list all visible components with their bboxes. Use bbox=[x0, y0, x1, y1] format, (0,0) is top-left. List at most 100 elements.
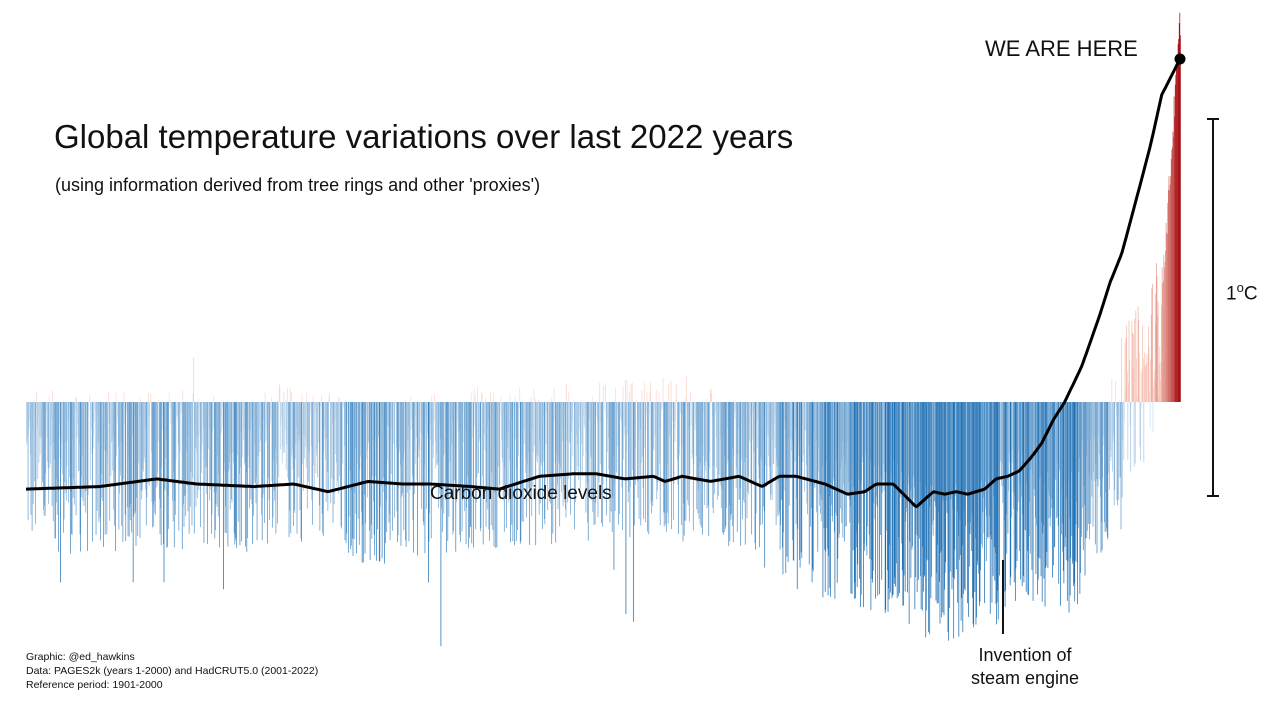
temperature-bar bbox=[289, 389, 291, 402]
temperature-bar bbox=[437, 402, 438, 466]
temperature-bar bbox=[554, 402, 556, 463]
temperature-bar bbox=[1014, 402, 1016, 496]
temperature-bar bbox=[811, 402, 813, 583]
temperature-bar bbox=[732, 402, 734, 543]
temperature-bar bbox=[1074, 402, 1076, 602]
temperature-bar bbox=[221, 402, 223, 434]
temperature-bar bbox=[912, 402, 913, 546]
temperature-bar bbox=[720, 402, 722, 508]
temperature-bar bbox=[336, 402, 338, 487]
temperature-bar bbox=[790, 402, 792, 480]
temperature-bar bbox=[714, 402, 715, 494]
temperature-bar bbox=[501, 402, 502, 441]
temperature-bar bbox=[235, 402, 237, 541]
temperature-bar bbox=[498, 402, 499, 467]
temperature-bar bbox=[1092, 402, 1094, 527]
temperature-bar bbox=[308, 402, 309, 482]
temperature-bar bbox=[486, 402, 488, 426]
temperature-bar bbox=[864, 402, 866, 492]
temperature-bar bbox=[385, 402, 386, 544]
temperature-bar bbox=[983, 402, 984, 498]
temperature-bar bbox=[957, 402, 959, 603]
temperature-bar bbox=[265, 402, 266, 443]
temperature-bar bbox=[380, 402, 381, 507]
temperature-bar bbox=[809, 402, 811, 455]
temperature-bar bbox=[651, 402, 653, 501]
temperature-bar bbox=[184, 402, 185, 496]
temperature-bar bbox=[352, 402, 354, 556]
temperature-bar bbox=[690, 391, 691, 402]
temperature-bar bbox=[158, 399, 160, 402]
temperature-bar bbox=[129, 402, 131, 508]
temperature-bar bbox=[891, 402, 892, 481]
temperature-bar bbox=[877, 402, 879, 596]
temperature-bar bbox=[734, 402, 735, 413]
temperature-bar bbox=[593, 402, 595, 526]
temperature-bar bbox=[844, 402, 846, 527]
temperature-bar bbox=[631, 382, 633, 402]
temperature-bar bbox=[538, 402, 540, 515]
temperature-bar bbox=[85, 402, 87, 513]
temperature-bar bbox=[52, 390, 54, 402]
temperature-bar bbox=[61, 402, 63, 443]
temperature-bar bbox=[740, 402, 742, 546]
temperature-bar bbox=[1044, 402, 1046, 607]
temperature-bar bbox=[819, 402, 821, 495]
temperature-bar bbox=[921, 402, 923, 611]
temperature-bar bbox=[401, 402, 403, 497]
temperature-bar bbox=[892, 402, 893, 596]
temperature-bar bbox=[556, 402, 558, 455]
temperature-bar bbox=[955, 402, 956, 496]
temperature-bar bbox=[172, 402, 174, 522]
temperature-bar bbox=[192, 393, 194, 402]
temperature-bar bbox=[52, 402, 54, 522]
temperature-bar bbox=[780, 402, 782, 501]
temperature-bar bbox=[743, 402, 745, 503]
temperature-bar bbox=[528, 402, 530, 453]
temperature-bar bbox=[324, 402, 326, 440]
temperature-bar bbox=[204, 402, 205, 459]
temperature-bar bbox=[713, 402, 715, 466]
temperature-bar bbox=[111, 402, 113, 442]
temperature-bar bbox=[478, 402, 480, 443]
temperature-bar bbox=[595, 402, 597, 503]
temperature-bar bbox=[99, 402, 101, 518]
temperature-bar bbox=[1018, 402, 1020, 451]
temperature-bar bbox=[706, 402, 708, 509]
temperature-bar bbox=[199, 402, 200, 409]
temperature-bar bbox=[782, 402, 784, 575]
temperature-bar bbox=[32, 402, 34, 431]
temperature-bar bbox=[726, 402, 727, 508]
temperature-bar bbox=[244, 402, 245, 465]
temperature-bar bbox=[824, 402, 826, 592]
temperature-bar bbox=[1131, 321, 1133, 402]
temperature-bar bbox=[75, 396, 76, 402]
temperature-bar bbox=[1159, 346, 1161, 402]
temperature-bar bbox=[883, 402, 884, 464]
temperature-bar bbox=[774, 402, 776, 448]
temperature-bar bbox=[828, 402, 830, 556]
temperature-bar bbox=[814, 402, 816, 489]
temperature-bar bbox=[56, 402, 58, 503]
temperature-bar bbox=[680, 402, 682, 414]
temperature-bar bbox=[1012, 402, 1013, 451]
temperature-bar bbox=[738, 402, 740, 500]
temperature-bar bbox=[80, 402, 82, 477]
temperature-bar bbox=[179, 402, 181, 453]
temperature-bar bbox=[849, 402, 851, 507]
temperature-bars bbox=[26, 12, 1181, 647]
temperature-bar bbox=[848, 402, 850, 500]
temperature-bar bbox=[74, 402, 76, 412]
temperature-bar bbox=[282, 402, 284, 447]
temperature-bar bbox=[107, 402, 109, 485]
temperature-bar bbox=[413, 402, 414, 553]
temperature-bar bbox=[716, 402, 718, 468]
temperature-bar bbox=[963, 402, 964, 594]
temperature-bar bbox=[517, 402, 519, 439]
temperature-bar bbox=[97, 402, 99, 442]
temperature-bar bbox=[679, 402, 681, 413]
temperature-bar bbox=[1041, 402, 1042, 523]
temperature-bar bbox=[900, 402, 902, 472]
temperature-bar bbox=[285, 399, 286, 402]
temperature-bar bbox=[252, 402, 254, 403]
